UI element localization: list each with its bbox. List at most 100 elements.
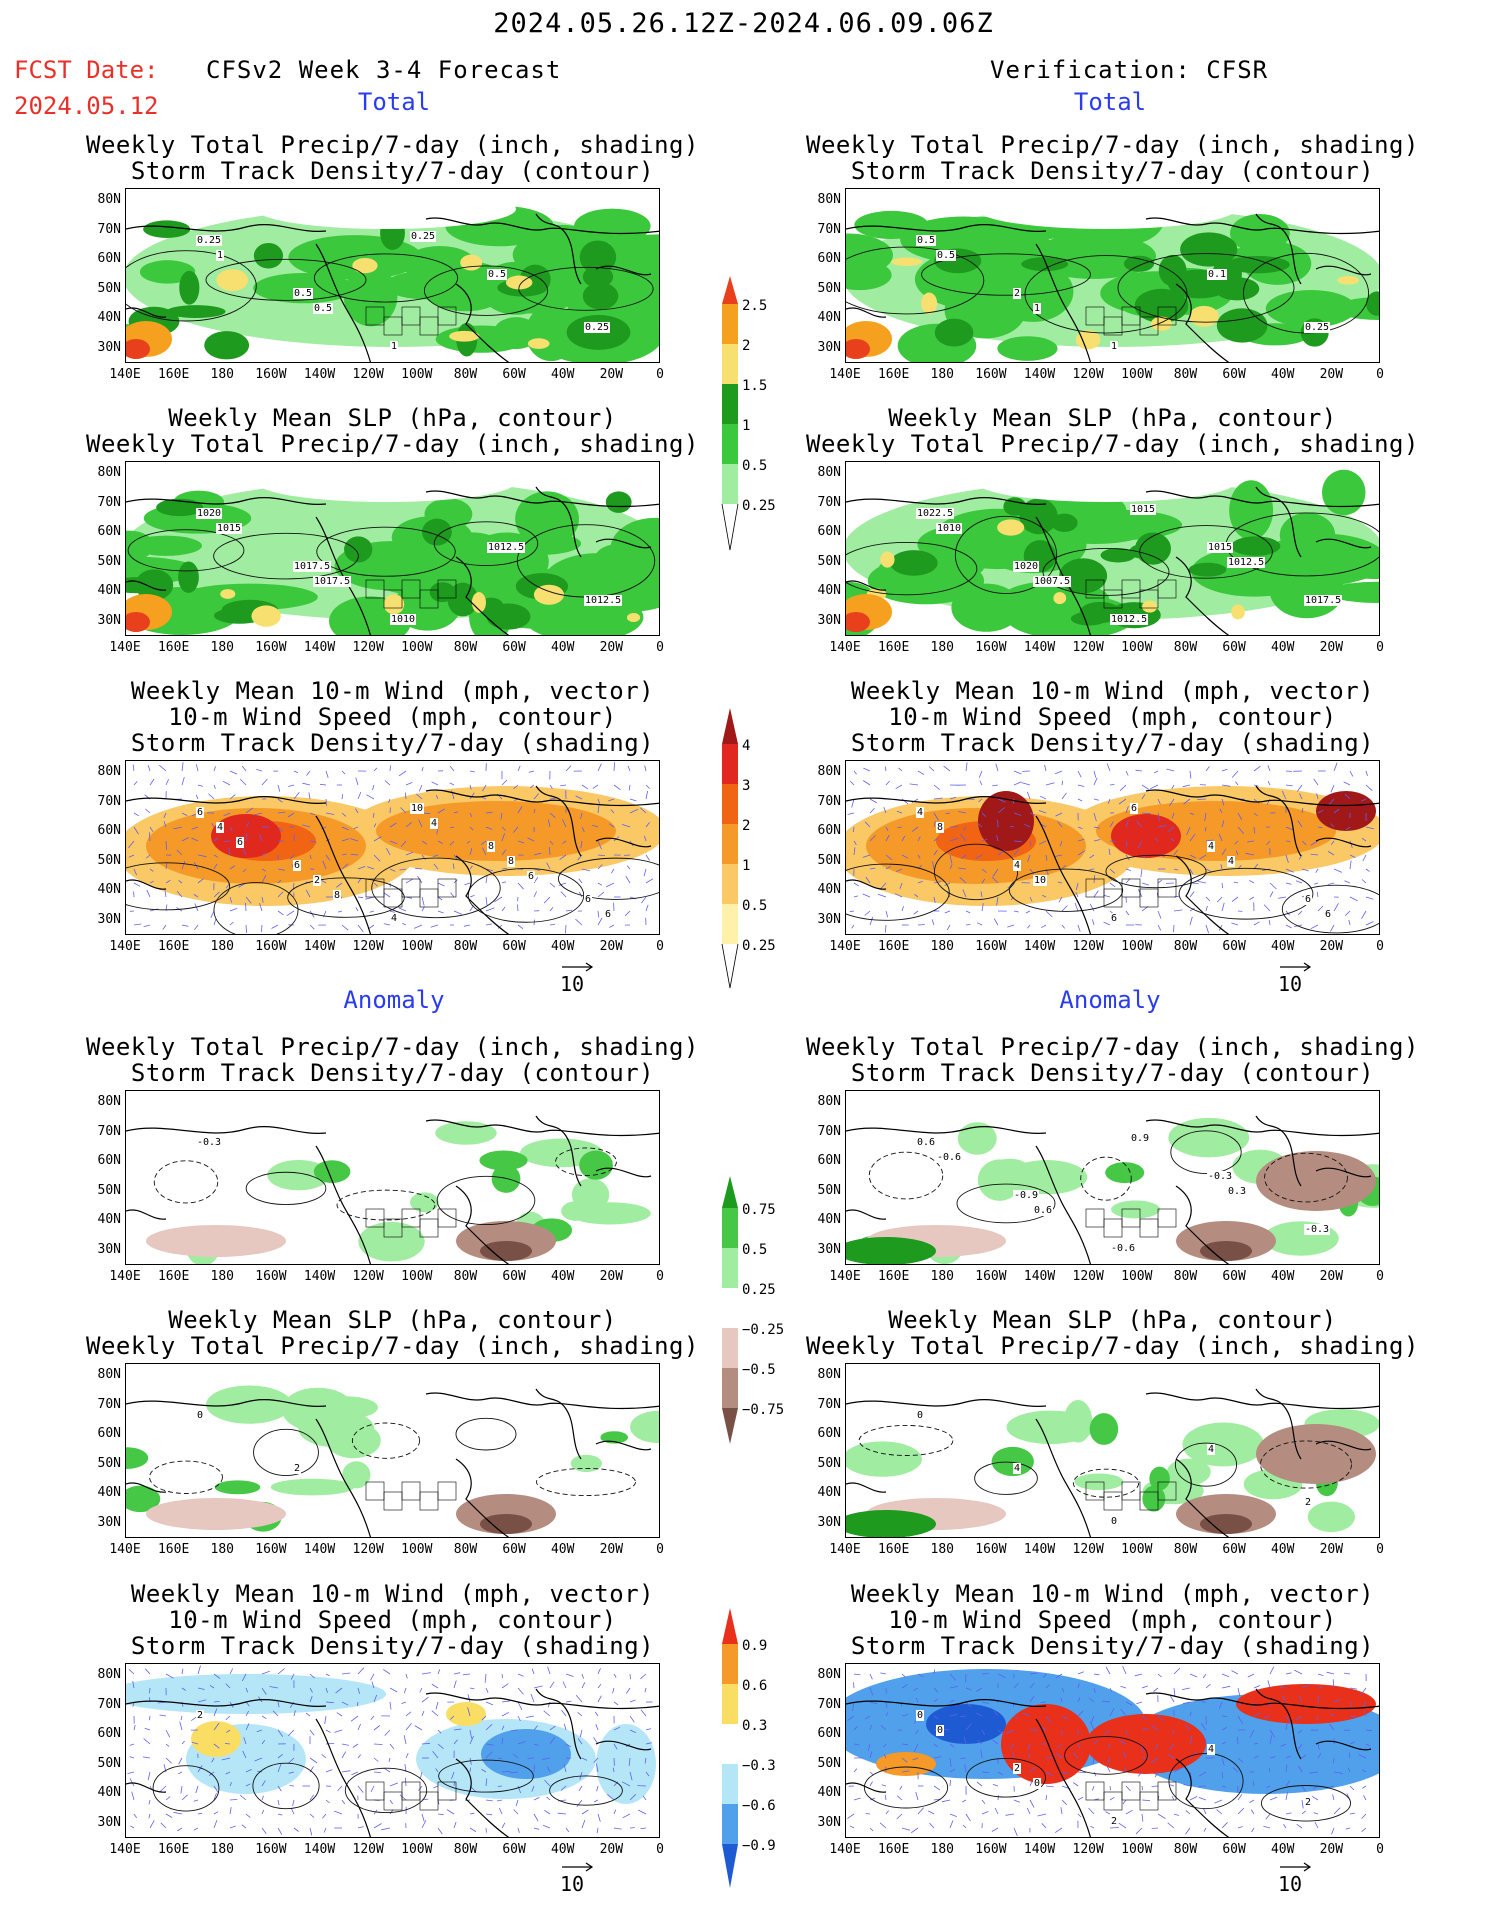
lat-tick-label: 40N (97, 1785, 121, 1800)
wind-vector (1333, 903, 1339, 912)
wind-vector (577, 1711, 583, 1717)
wind-vector (869, 1687, 874, 1696)
wind-vector (1317, 826, 1323, 829)
state-boundary (1121, 579, 1141, 599)
wind-vector (1077, 1683, 1080, 1689)
lat-tick-label: 50N (97, 1182, 121, 1198)
coastline (1255, 1115, 1302, 1187)
wind-vector (942, 1729, 951, 1731)
wind-vector (373, 1725, 381, 1731)
wind-vector (277, 826, 283, 832)
wind-vector (399, 868, 407, 871)
wind-vector (373, 882, 378, 887)
panel-title-line: Weekly Mean SLP (hPa, contour) (888, 1306, 1337, 1334)
wind-vector (213, 863, 218, 870)
wind-vector (165, 1729, 171, 1738)
wind-vector (1090, 1825, 1095, 1829)
wind-vector (941, 1799, 951, 1803)
panel-title-line: Storm Track Density/7-day (contour) (130, 157, 655, 185)
panel-title-line: Weekly Total Precip/7-day (inch, shading… (86, 1332, 699, 1360)
wind-vector (1365, 896, 1374, 900)
wind-vector (1169, 1694, 1175, 1703)
panel-title-line: Weekly Mean SLP (hPa, contour) (888, 404, 1337, 432)
wind-vector (1232, 1767, 1239, 1773)
wind-vector (629, 1699, 636, 1703)
wind-vector (1141, 1813, 1144, 1822)
wind-vector (880, 1672, 887, 1675)
wind-vector (581, 1673, 584, 1679)
wind-vector (435, 1768, 439, 1773)
wind-vector (229, 1807, 232, 1815)
wind-vector (912, 1757, 919, 1761)
wind-vector (847, 1715, 855, 1721)
wind-vector (272, 1710, 279, 1717)
lat-tick-label: 40N (97, 310, 121, 325)
lat-tick-label: 70N (817, 1396, 841, 1412)
wind-vector (305, 1712, 311, 1717)
contour-value-label: 1012.5 (584, 595, 623, 606)
wind-vector (596, 1763, 599, 1773)
wind-vector (419, 1687, 423, 1693)
wind-vector (1093, 1673, 1100, 1676)
wind-vector (229, 1668, 234, 1675)
wind-vector (357, 1754, 362, 1759)
vector-ref-label: 10 (1278, 972, 1303, 996)
anomaly-shading (267, 1160, 330, 1191)
wind-vector (1077, 1796, 1084, 1801)
wind-vector (160, 1822, 167, 1829)
wind-vector (928, 766, 935, 772)
state-boundary (1157, 306, 1177, 326)
wind-vector (1250, 1809, 1255, 1815)
wind-vector (1189, 907, 1195, 912)
lat-tick-label: 60N (817, 251, 841, 266)
lon-tick-label: 180 (210, 640, 234, 655)
wind-vector (149, 1715, 151, 1721)
wind-vector (913, 1687, 919, 1692)
state-boundary (365, 1208, 385, 1228)
wind-vector (576, 1799, 583, 1807)
wind-vector (223, 840, 231, 843)
contour-line (846, 246, 985, 315)
wind-vector (469, 826, 474, 831)
wind-vector (910, 1827, 919, 1834)
wind-vector (862, 780, 871, 786)
wind-vector (381, 1827, 391, 1831)
lat-tick-label: 80N (97, 1367, 121, 1382)
wind-vector (946, 924, 951, 931)
lon-tick-label: 0 (656, 640, 664, 655)
wind-vector (197, 784, 204, 787)
wind-vector (1170, 838, 1175, 842)
precip-shading (344, 536, 373, 563)
wind-vector (383, 923, 391, 926)
lat-tick-label: 80N (97, 192, 121, 207)
wind-vector (245, 1783, 251, 1787)
wind-vector (913, 910, 919, 915)
wind-vector (469, 812, 473, 817)
wind-vector (287, 1729, 295, 1737)
anomaly-shading (1089, 1413, 1119, 1445)
wind-vector (293, 1710, 296, 1717)
wind-vector (1365, 826, 1374, 830)
coastline (126, 580, 167, 591)
wind-vector (1362, 854, 1367, 862)
wind-vector (309, 1827, 313, 1836)
wind-vector (467, 1694, 471, 1703)
lat-tick-label: 40N (817, 1212, 841, 1227)
lon-tick-label: 160W (975, 367, 1007, 382)
precip-shading (447, 582, 479, 617)
wind-vector (981, 812, 987, 817)
wind-vector (469, 1827, 477, 1832)
wind-vector (148, 1799, 151, 1805)
coastline (1035, 815, 1092, 934)
wind-vector (885, 854, 893, 861)
vector-ref-label: 10 (560, 1872, 585, 1896)
state-boundary (419, 1491, 439, 1511)
coastline (455, 283, 510, 362)
coastline (1315, 1740, 1372, 1751)
wind-vector (1269, 1756, 1276, 1759)
contour-value-label: 2 (1304, 1797, 1313, 1808)
wind-vector (1077, 1697, 1081, 1703)
lat-tick-label: 30N (817, 1241, 841, 1257)
wind-vector (433, 1785, 439, 1789)
anomaly-shading (1142, 1485, 1166, 1512)
